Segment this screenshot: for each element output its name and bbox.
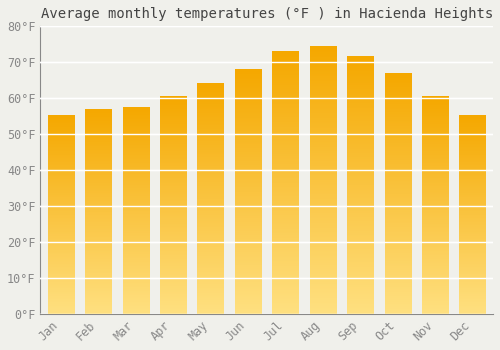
Title: Average monthly temperatures (°F ) in Hacienda Heights: Average monthly temperatures (°F ) in Ha…	[40, 7, 493, 21]
